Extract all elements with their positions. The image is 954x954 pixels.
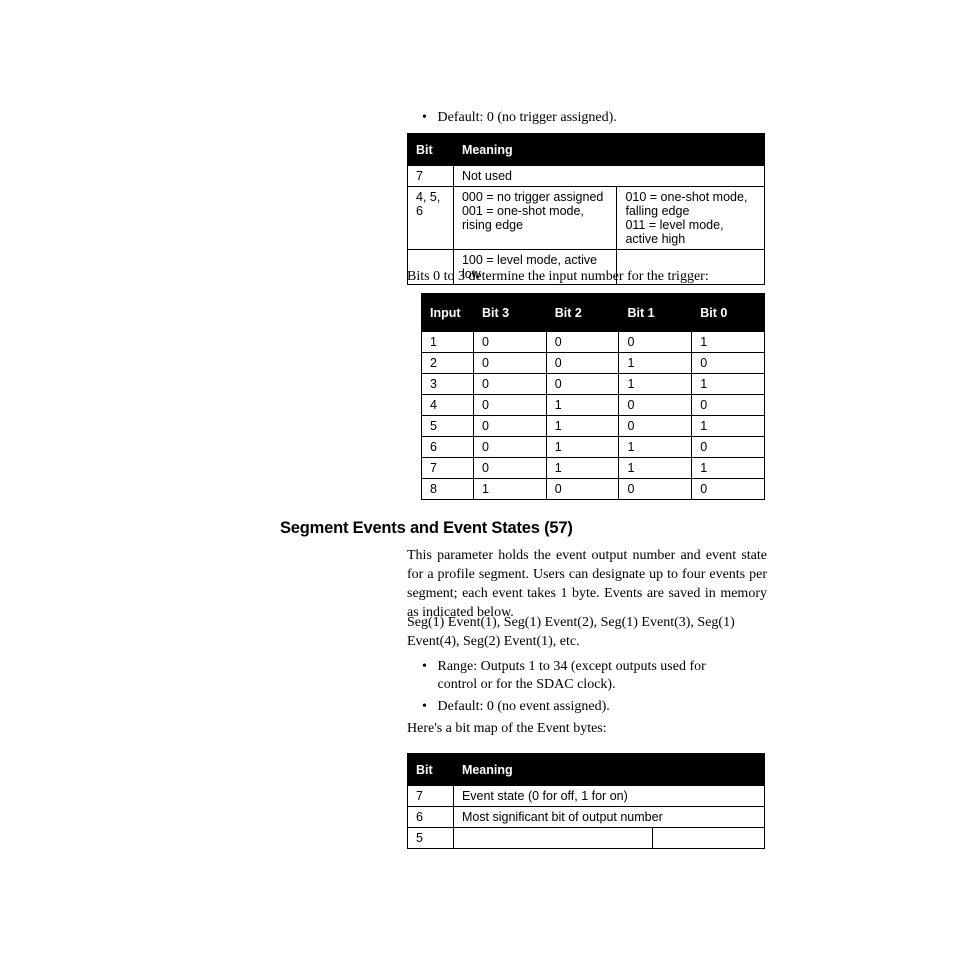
table-row: 10001 — [422, 332, 765, 353]
t1-cell: 4, 5, 6 — [408, 187, 454, 250]
t2-cell: 5 — [422, 416, 474, 437]
t2-cell: 7 — [422, 458, 474, 479]
t2-cell: 0 — [473, 395, 546, 416]
t3-cell: 7 — [408, 786, 454, 807]
bullet-range-outputs: • Range: Outputs 1 to 34 (except outputs… — [422, 658, 738, 694]
bullet-dot: • — [422, 109, 434, 127]
t2-header: Bit 2 — [546, 294, 619, 332]
t2-cell: 1 — [619, 353, 692, 374]
t3-cell: 6 — [408, 807, 454, 828]
t2-cell: 0 — [546, 374, 619, 395]
t2-cell: 0 — [619, 395, 692, 416]
bullet-default-trigger: • Default: 0 (no trigger assigned). — [422, 109, 758, 127]
t2-header: Bit 0 — [692, 294, 765, 332]
page: • Default: 0 (no trigger assigned). Bit … — [0, 0, 954, 954]
t2-cell: 0 — [619, 332, 692, 353]
table-row: 20010 — [422, 353, 765, 374]
t2-cell: 1 — [692, 332, 765, 353]
bullet-dot: • — [422, 698, 434, 716]
t2-cell: 0 — [692, 353, 765, 374]
table-row: 7 Event state (0 for off, 1 for on) — [408, 786, 765, 807]
t2-cell: 0 — [692, 437, 765, 458]
t3-cell: 5 — [408, 828, 454, 849]
t3-cell — [453, 828, 652, 849]
t3-cell: Event state (0 for off, 1 for on) — [453, 786, 764, 807]
t2-cell: 2 — [422, 353, 474, 374]
t2-cell: 3 — [422, 374, 474, 395]
bullet-text: Default: 0 (no trigger assigned). — [438, 109, 758, 127]
table-row: 6 Most significant bit of output number — [408, 807, 765, 828]
table-row: 4, 5, 6 000 = no trigger assigned 001 = … — [408, 187, 765, 250]
t2-cell: 0 — [546, 332, 619, 353]
bullet-text: Default: 0 (no event assigned). — [438, 698, 758, 716]
t2-cell: 0 — [473, 353, 546, 374]
caption-bits-0-3: Bits 0 to 3 determine the input number f… — [407, 268, 767, 287]
t2-cell: 0 — [546, 479, 619, 500]
t2-header: Bit 3 — [473, 294, 546, 332]
t3-cell: Most significant bit of output number — [453, 807, 764, 828]
t2-cell: 1 — [619, 437, 692, 458]
t2-cell: 0 — [473, 332, 546, 353]
t1-cell: 010 = one-shot mode, falling edge 011 = … — [617, 187, 765, 250]
t3-cell — [653, 828, 765, 849]
t2-cell: 1 — [619, 374, 692, 395]
section-heading: Segment Events and Event States (57) — [280, 519, 573, 538]
t2-cell: 1 — [422, 332, 474, 353]
t2-cell: 0 — [473, 437, 546, 458]
input-bits-table: Input Bit 3 Bit 2 Bit 1 Bit 0 10001 2001… — [421, 293, 765, 500]
bullet-default-event: • Default: 0 (no event assigned). — [422, 698, 758, 716]
t1-header-meaning: Meaning — [453, 134, 764, 166]
t3-header-meaning: Meaning — [453, 754, 764, 786]
table-row: 70111 — [422, 458, 765, 479]
t1-cell: 7 — [408, 166, 454, 187]
trigger-bit-table: Bit Meaning 7 Not used 4, 5, 6 000 = no … — [407, 133, 765, 285]
table-row: 5 — [408, 828, 765, 849]
bullet-dot: • — [422, 658, 434, 676]
t1-header-bit: Bit — [408, 134, 454, 166]
t2-cell: 0 — [473, 374, 546, 395]
t2-cell: 0 — [619, 479, 692, 500]
t2-cell: 0 — [692, 395, 765, 416]
t2-header: Input — [422, 294, 474, 332]
table-row: 40100 — [422, 395, 765, 416]
t2-cell: 1 — [546, 437, 619, 458]
event-bit-table: Bit Meaning 7 Event state (0 for off, 1 … — [407, 753, 765, 849]
t2-cell: 8 — [422, 479, 474, 500]
paragraph-main: This parameter holds the event output nu… — [407, 547, 767, 623]
t2-cell: 1 — [619, 458, 692, 479]
t2-cell: 1 — [473, 479, 546, 500]
table-row: 7 Not used — [408, 166, 765, 187]
bullet-text: Range: Outputs 1 to 34 (except outputs u… — [438, 658, 738, 694]
t2-cell: 0 — [619, 416, 692, 437]
t2-cell: 1 — [692, 458, 765, 479]
t1-cell: 000 = no trigger assigned 001 = one-shot… — [453, 187, 617, 250]
t2-header: Bit 1 — [619, 294, 692, 332]
t2-cell: 0 — [473, 458, 546, 479]
table-row: 60110 — [422, 437, 765, 458]
table-row: 30011 — [422, 374, 765, 395]
t2-cell: 4 — [422, 395, 474, 416]
table-row: 50101 — [422, 416, 765, 437]
t1-cell: Not used — [453, 166, 764, 187]
t2-cell: 0 — [692, 479, 765, 500]
paragraph-seg: Seg(1) Event(1), Seg(1) Event(2), Seg(1)… — [407, 614, 767, 652]
t2-cell: 0 — [473, 416, 546, 437]
t2-cell: 1 — [546, 395, 619, 416]
t2-cell: 0 — [546, 353, 619, 374]
t2-cell: 1 — [546, 416, 619, 437]
t2-cell: 1 — [546, 458, 619, 479]
t2-cell: 1 — [692, 416, 765, 437]
paragraph-bitmap: Here's a bit map of the Event bytes: — [407, 720, 767, 739]
table-row: 81000 — [422, 479, 765, 500]
t2-cell: 1 — [692, 374, 765, 395]
t2-cell: 6 — [422, 437, 474, 458]
t3-header-bit: Bit — [408, 754, 454, 786]
